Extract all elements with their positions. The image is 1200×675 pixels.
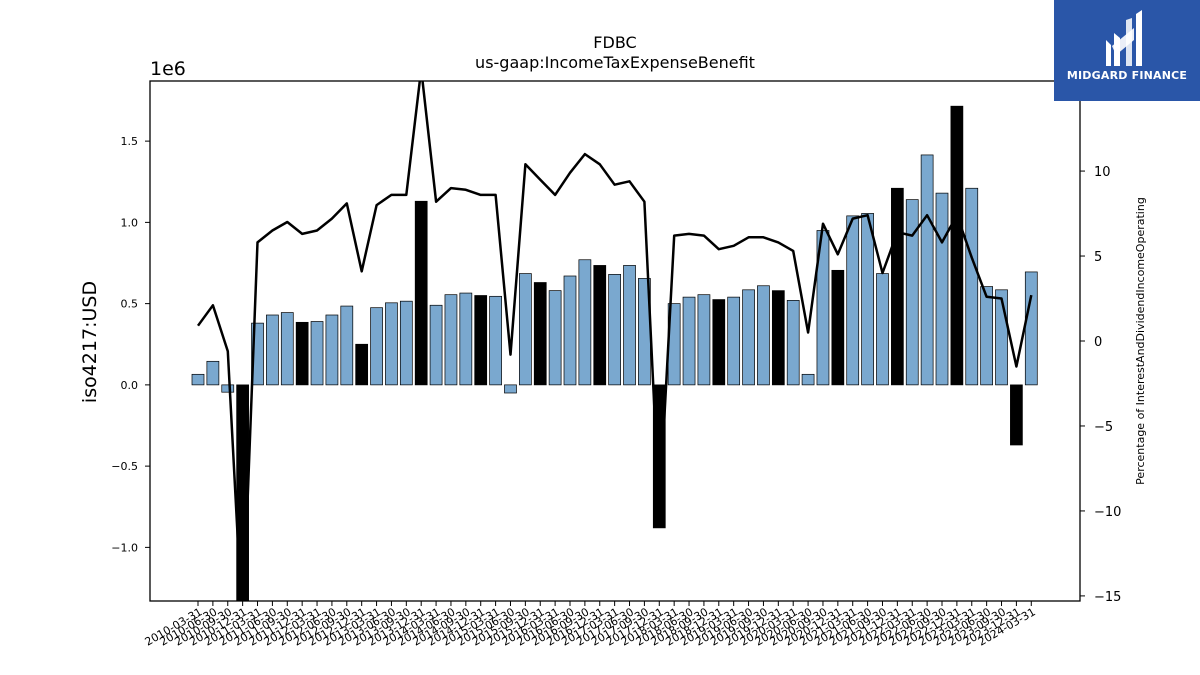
bar-2020-12-31 bbox=[831, 269, 845, 386]
bar-2016-12-31 bbox=[593, 265, 607, 386]
y-tick-label: −1.0 bbox=[111, 541, 138, 554]
bar-2012-09-30 bbox=[340, 305, 354, 386]
bar-2013-09-30 bbox=[399, 300, 413, 386]
bar-2010-06-30 bbox=[206, 360, 220, 386]
bar-2021-12-31 bbox=[891, 187, 904, 386]
y2-tick-label: 10 bbox=[1094, 165, 1111, 180]
bar-2022-09-30 bbox=[935, 192, 949, 386]
bar-2012-06-30 bbox=[325, 314, 339, 386]
y-tick-label: 1.0 bbox=[121, 216, 139, 229]
brand-logo: MIDGARD FINANCE bbox=[1054, 0, 1200, 101]
y2-tick-label: −15 bbox=[1094, 590, 1121, 605]
bar-2014-09-30 bbox=[459, 292, 473, 386]
bar-2014-06-30 bbox=[444, 294, 458, 386]
bar-2023-12-31 bbox=[1010, 384, 1023, 446]
bar-2019-03-31 bbox=[727, 296, 741, 386]
bar-2016-09-30 bbox=[578, 259, 592, 386]
bar-2019-09-30 bbox=[757, 285, 770, 386]
bar-2013-03-31 bbox=[370, 307, 383, 386]
bar-2014-12-31 bbox=[474, 295, 488, 386]
bar-2012-03-31 bbox=[310, 321, 324, 386]
bar-2019-12-31 bbox=[771, 290, 785, 386]
bar-2017-03-31 bbox=[608, 274, 621, 386]
bar-2011-12-31 bbox=[295, 321, 309, 386]
bar-2022-03-31 bbox=[905, 199, 919, 386]
bar-2015-06-30 bbox=[504, 384, 517, 394]
bar-2015-09-30 bbox=[519, 273, 532, 386]
line-series bbox=[196, 81, 1033, 601]
bar-2022-06-30 bbox=[920, 154, 934, 386]
bar-2010-03-31 bbox=[191, 373, 205, 386]
bar-2018-09-30 bbox=[697, 294, 711, 386]
bar-2015-12-31 bbox=[533, 282, 547, 386]
bar-2015-03-31 bbox=[489, 295, 502, 386]
bar-2024-03-31 bbox=[1024, 271, 1038, 386]
y-tick-label: 0.5 bbox=[121, 298, 139, 311]
y2-tick-label: 0 bbox=[1094, 335, 1102, 350]
logo-text: MIDGARD FINANCE bbox=[1066, 69, 1188, 82]
bar-2010-09-30 bbox=[221, 384, 235, 393]
y-tick-label: 0.0 bbox=[121, 379, 139, 392]
bar-2019-06-30 bbox=[742, 289, 755, 386]
bar-2021-03-31 bbox=[846, 215, 860, 386]
chart-subtitle: us-gaap:IncomeTaxExpenseBenefit bbox=[475, 53, 755, 72]
bar-2022-12-31 bbox=[950, 105, 964, 386]
bar-2020-03-31 bbox=[786, 300, 800, 386]
chart-title: FDBC bbox=[593, 33, 636, 52]
bar-2020-06-30 bbox=[801, 373, 815, 386]
bar-2016-03-31 bbox=[548, 290, 562, 386]
y-axis-label: iso4217:USD bbox=[79, 281, 101, 403]
bar-2017-06-30 bbox=[623, 265, 636, 386]
bar-2013-06-30 bbox=[385, 302, 398, 386]
logo-mark-icon bbox=[1106, 10, 1142, 66]
bar-2021-06-30 bbox=[861, 213, 874, 386]
bar-2021-09-30 bbox=[876, 273, 889, 386]
bar-2013-12-31 bbox=[414, 200, 428, 386]
bar-2014-03-31 bbox=[429, 304, 443, 386]
bar-2011-09-30 bbox=[280, 312, 294, 386]
y2-axis-label: Percentage of InterestAndDividendIncomeO… bbox=[1134, 197, 1147, 485]
y2-tick-label: −10 bbox=[1094, 505, 1121, 520]
y-tick-label: 1.5 bbox=[121, 135, 139, 148]
y-tick-label: −0.5 bbox=[111, 460, 138, 473]
bar-2018-06-30 bbox=[682, 296, 696, 386]
y2-tick-label: 5 bbox=[1094, 250, 1102, 265]
plot-area bbox=[191, 81, 1038, 601]
bar-2011-06-30 bbox=[266, 314, 279, 386]
y-axis-multiplier: 1e6 bbox=[150, 58, 186, 80]
bar-2023-03-31 bbox=[965, 187, 979, 386]
y2-tick-label: −5 bbox=[1094, 420, 1113, 435]
bar-2012-12-31 bbox=[355, 343, 369, 386]
bar-2023-06-30 bbox=[980, 286, 993, 386]
bar-2018-12-31 bbox=[712, 299, 726, 386]
bar-2016-06-30 bbox=[563, 275, 577, 386]
bar-2017-12-31 bbox=[652, 384, 666, 529]
